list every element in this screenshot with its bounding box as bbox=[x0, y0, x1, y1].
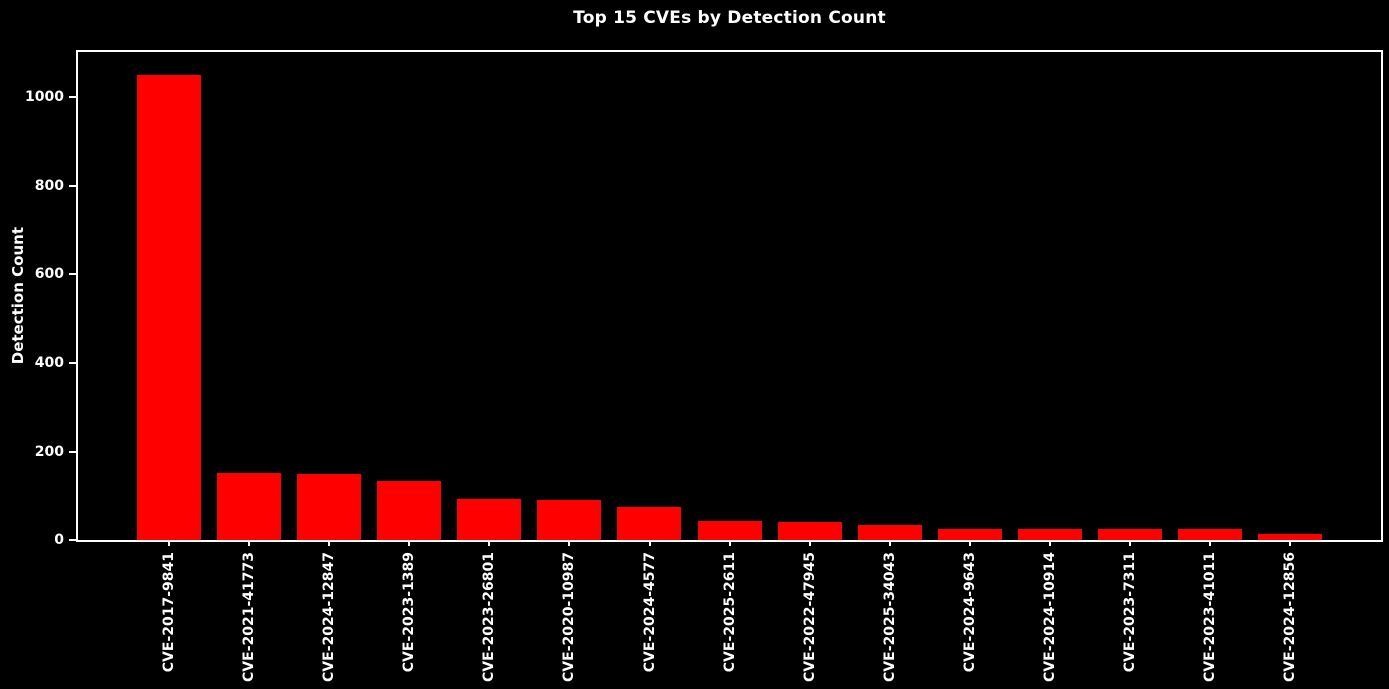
y-tick-mark bbox=[69, 96, 76, 99]
bar bbox=[297, 473, 362, 540]
y-tick-label: 600 bbox=[34, 266, 64, 283]
x-tick-mark bbox=[968, 540, 971, 546]
bar bbox=[377, 481, 442, 540]
bar bbox=[697, 521, 762, 540]
x-tick-mark bbox=[1288, 540, 1291, 546]
y-axis-label-wrap: Detection Count bbox=[4, 52, 32, 540]
x-tick-label: CVE-2022-47945 bbox=[801, 552, 818, 682]
x-tick-mark bbox=[1128, 540, 1131, 546]
x-tick-label: CVE-2024-12847 bbox=[321, 552, 338, 682]
x-tick-label: CVE-2024-12856 bbox=[1281, 552, 1298, 682]
x-tick-mark bbox=[808, 540, 811, 546]
y-tick-label: 800 bbox=[34, 177, 64, 194]
y-tick-mark bbox=[69, 539, 76, 541]
plot-area bbox=[76, 50, 1383, 542]
bar bbox=[937, 528, 1002, 540]
chart-title: Top 15 CVEs by Detection Count bbox=[573, 8, 886, 28]
y-tick-mark bbox=[69, 361, 76, 364]
y-tick-label: 200 bbox=[34, 443, 64, 460]
x-tick-mark bbox=[328, 540, 331, 546]
x-tick-label: CVE-2023-41011 bbox=[1201, 552, 1218, 682]
x-tick-mark bbox=[1208, 540, 1211, 546]
x-tick-label: CVE-2024-4577 bbox=[641, 552, 658, 673]
bar bbox=[1177, 528, 1242, 540]
y-tick-mark bbox=[69, 273, 76, 276]
y-tick-label: 1000 bbox=[25, 89, 64, 106]
y-axis-label: Detection Count bbox=[9, 227, 27, 365]
bar bbox=[217, 472, 282, 540]
y-tick-label: 400 bbox=[34, 354, 64, 371]
x-tick-label: CVE-2023-26801 bbox=[481, 552, 498, 682]
y-tick-mark bbox=[69, 184, 76, 187]
x-tick-label: CVE-2023-7311 bbox=[1121, 552, 1138, 673]
x-tick-label: CVE-2020-10987 bbox=[561, 552, 578, 682]
bar bbox=[1257, 534, 1322, 540]
x-tick-mark bbox=[888, 540, 891, 546]
x-tick-label: CVE-2023-1389 bbox=[401, 552, 418, 673]
bar bbox=[777, 522, 842, 540]
x-tick-mark bbox=[1048, 540, 1051, 546]
bar bbox=[137, 75, 202, 540]
bar bbox=[457, 499, 522, 540]
x-tick-label: CVE-2017-9841 bbox=[161, 552, 178, 673]
bar bbox=[617, 507, 682, 540]
x-tick-label: CVE-2021-41773 bbox=[241, 552, 258, 682]
x-tick-mark bbox=[408, 540, 411, 546]
x-tick-mark bbox=[568, 540, 571, 546]
x-tick-mark bbox=[488, 540, 491, 546]
bar bbox=[857, 525, 922, 540]
y-tick-label: 0 bbox=[54, 532, 64, 548]
bar bbox=[1097, 528, 1162, 540]
x-tick-label: CVE-2024-9643 bbox=[961, 552, 978, 673]
x-tick-label: CVE-2025-34043 bbox=[881, 552, 898, 682]
y-tick-mark bbox=[69, 450, 76, 453]
x-tick-mark bbox=[248, 540, 251, 546]
bar bbox=[1017, 528, 1082, 540]
x-tick-mark bbox=[168, 540, 171, 546]
bar bbox=[537, 500, 602, 540]
x-tick-label: CVE-2024-10914 bbox=[1041, 552, 1058, 682]
x-tick-label: CVE-2025-2611 bbox=[721, 552, 738, 673]
x-tick-mark bbox=[728, 540, 731, 546]
x-tick-mark bbox=[648, 540, 651, 546]
